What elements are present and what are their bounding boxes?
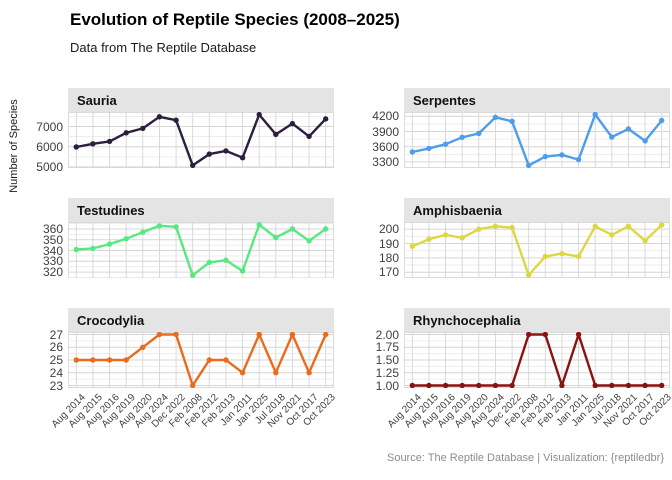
facet-chart-sauria	[68, 112, 334, 168]
y-tick-label: 340	[42, 243, 63, 258]
y-tick-label: 26	[49, 340, 63, 355]
y-tick-label: 6000	[36, 139, 63, 154]
facet-chart-serpentes	[404, 112, 670, 168]
y-tick-label: 1.75	[375, 340, 399, 355]
facet-title: Amphisbaenia	[413, 202, 502, 218]
facet-title: Testudines	[77, 202, 145, 218]
chart-subtitle: Data from The Reptile Database	[70, 40, 257, 55]
y-tick-label: 190	[378, 236, 399, 251]
y-tick-label: 170	[378, 265, 399, 280]
facet-title: Rhynchocephalia	[413, 312, 521, 328]
y-tick-label: 200	[378, 222, 399, 237]
y-tick-label: 1.25	[375, 365, 399, 380]
facet-strip-testudines: Testudines	[68, 198, 334, 222]
facet-title: Serpentes	[413, 92, 476, 108]
y-tick-label: 350	[42, 232, 63, 247]
facet-strip-amphisbaenia: Amphisbaenia	[404, 198, 670, 222]
y-tick-label: 25	[49, 353, 63, 367]
facet-chart-crocodylia	[68, 332, 334, 388]
y-tick-label: 3900	[372, 124, 399, 139]
y-tick-label: 4200	[372, 109, 399, 124]
y-tick-label: 180	[378, 250, 399, 265]
facet-chart-amphisbaenia	[404, 222, 670, 278]
y-tick-label: 360	[42, 222, 63, 236]
facet-strip-crocodylia: Crocodylia	[68, 308, 334, 332]
y-tick-label: 320	[42, 265, 63, 280]
facet-strip-serpentes: Serpentes	[404, 88, 670, 112]
facet-strip-rhynchocephalia: Rhynchocephalia	[404, 308, 670, 332]
y-tick-label: 7000	[36, 119, 63, 134]
facet-title: Crocodylia	[77, 312, 145, 328]
facet-chart-testudines	[68, 222, 334, 278]
y-tick-label: 23	[49, 378, 63, 393]
chart-title: Evolution of Reptile Species (2008–2025)	[70, 10, 400, 29]
y-tick-label: 1.00	[375, 378, 399, 393]
y-tick-label: 330	[42, 254, 63, 269]
facet-title: Sauria	[77, 92, 117, 108]
y-tick-label: 3600	[372, 139, 399, 154]
y-tick-label: 24	[49, 365, 63, 380]
source-caption: Source: The Reptile Database | Visualiza…	[386, 452, 664, 464]
y-tick-label: 3300	[372, 154, 399, 169]
facet-strip-sauria: Sauria	[68, 88, 334, 112]
y-tick-label: 5000	[36, 160, 63, 174]
y-tick-label: 1.50	[375, 353, 399, 367]
y-tick-label: 2.00	[375, 327, 399, 342]
y-tick-label: 27	[49, 327, 63, 342]
facet-chart-rhynchocephalia	[404, 332, 670, 388]
